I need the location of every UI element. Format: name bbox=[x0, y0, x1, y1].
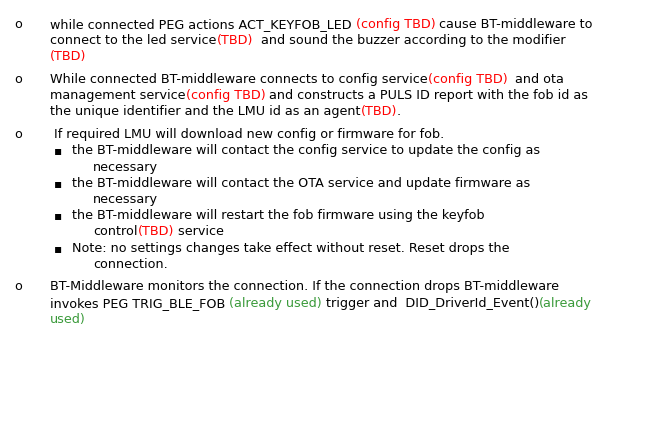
Text: invokes PEG TRIG_BLE_FOB: invokes PEG TRIG_BLE_FOB bbox=[50, 297, 229, 310]
Text: While connected BT-middleware connects to config service: While connected BT-middleware connects t… bbox=[50, 73, 428, 86]
Text: (already used): (already used) bbox=[229, 297, 322, 310]
Text: If required LMU will download new config or firmware for fob.: If required LMU will download new config… bbox=[50, 128, 444, 141]
Text: (already: (already bbox=[539, 297, 592, 310]
Text: BT-Middleware monitors the connection. If the connection drops BT-middleware: BT-Middleware monitors the connection. I… bbox=[50, 280, 559, 293]
Text: and constructs a PULS ID report with the fob id as: and constructs a PULS ID report with the… bbox=[265, 89, 588, 102]
Text: trigger and  DID_DriverId_Event(): trigger and DID_DriverId_Event() bbox=[322, 297, 539, 310]
Text: management service: management service bbox=[50, 89, 185, 102]
Text: the BT-middleware will contact the config service to update the config as: the BT-middleware will contact the confi… bbox=[72, 144, 540, 158]
Text: and sound the buzzer according to the modifier: and sound the buzzer according to the mo… bbox=[253, 34, 565, 47]
Text: Note: no settings changes take effect without reset. Reset drops the: Note: no settings changes take effect wi… bbox=[72, 242, 510, 255]
Text: cause BT-middleware to: cause BT-middleware to bbox=[435, 18, 593, 31]
Text: connection.: connection. bbox=[93, 258, 168, 271]
Text: o: o bbox=[14, 73, 22, 86]
Text: ▪: ▪ bbox=[54, 242, 62, 255]
Text: the unique identifier and the LMU id as an agent: the unique identifier and the LMU id as … bbox=[50, 105, 360, 118]
Text: (TBD): (TBD) bbox=[216, 34, 253, 47]
Text: (config TBD): (config TBD) bbox=[185, 89, 265, 102]
Text: necessary: necessary bbox=[93, 161, 158, 174]
Text: (config TBD): (config TBD) bbox=[428, 73, 507, 86]
Text: (TBD): (TBD) bbox=[138, 225, 174, 239]
Text: while connected PEG actions ACT_KEYFOB_LED: while connected PEG actions ACT_KEYFOB_L… bbox=[50, 18, 356, 31]
Text: ▪: ▪ bbox=[54, 144, 62, 158]
Text: the BT-middleware will contact the OTA service and update firmware as: the BT-middleware will contact the OTA s… bbox=[72, 177, 530, 190]
Text: .: . bbox=[397, 105, 401, 118]
Text: connect to the led service: connect to the led service bbox=[50, 34, 216, 47]
Text: ▪: ▪ bbox=[54, 209, 62, 222]
Text: ▪: ▪ bbox=[54, 177, 62, 190]
Text: the BT-middleware will restart the fob firmware using the keyfob: the BT-middleware will restart the fob f… bbox=[72, 209, 484, 222]
Text: o: o bbox=[14, 18, 22, 31]
Text: (TBD): (TBD) bbox=[50, 50, 87, 63]
Text: and ota: and ota bbox=[507, 73, 564, 86]
Text: used): used) bbox=[50, 313, 86, 326]
Text: o: o bbox=[14, 128, 22, 141]
Text: (TBD): (TBD) bbox=[360, 105, 397, 118]
Text: o: o bbox=[14, 280, 22, 293]
Text: control: control bbox=[93, 225, 138, 239]
Text: (config TBD): (config TBD) bbox=[356, 18, 435, 31]
Text: necessary: necessary bbox=[93, 193, 158, 206]
Text: service: service bbox=[174, 225, 224, 239]
